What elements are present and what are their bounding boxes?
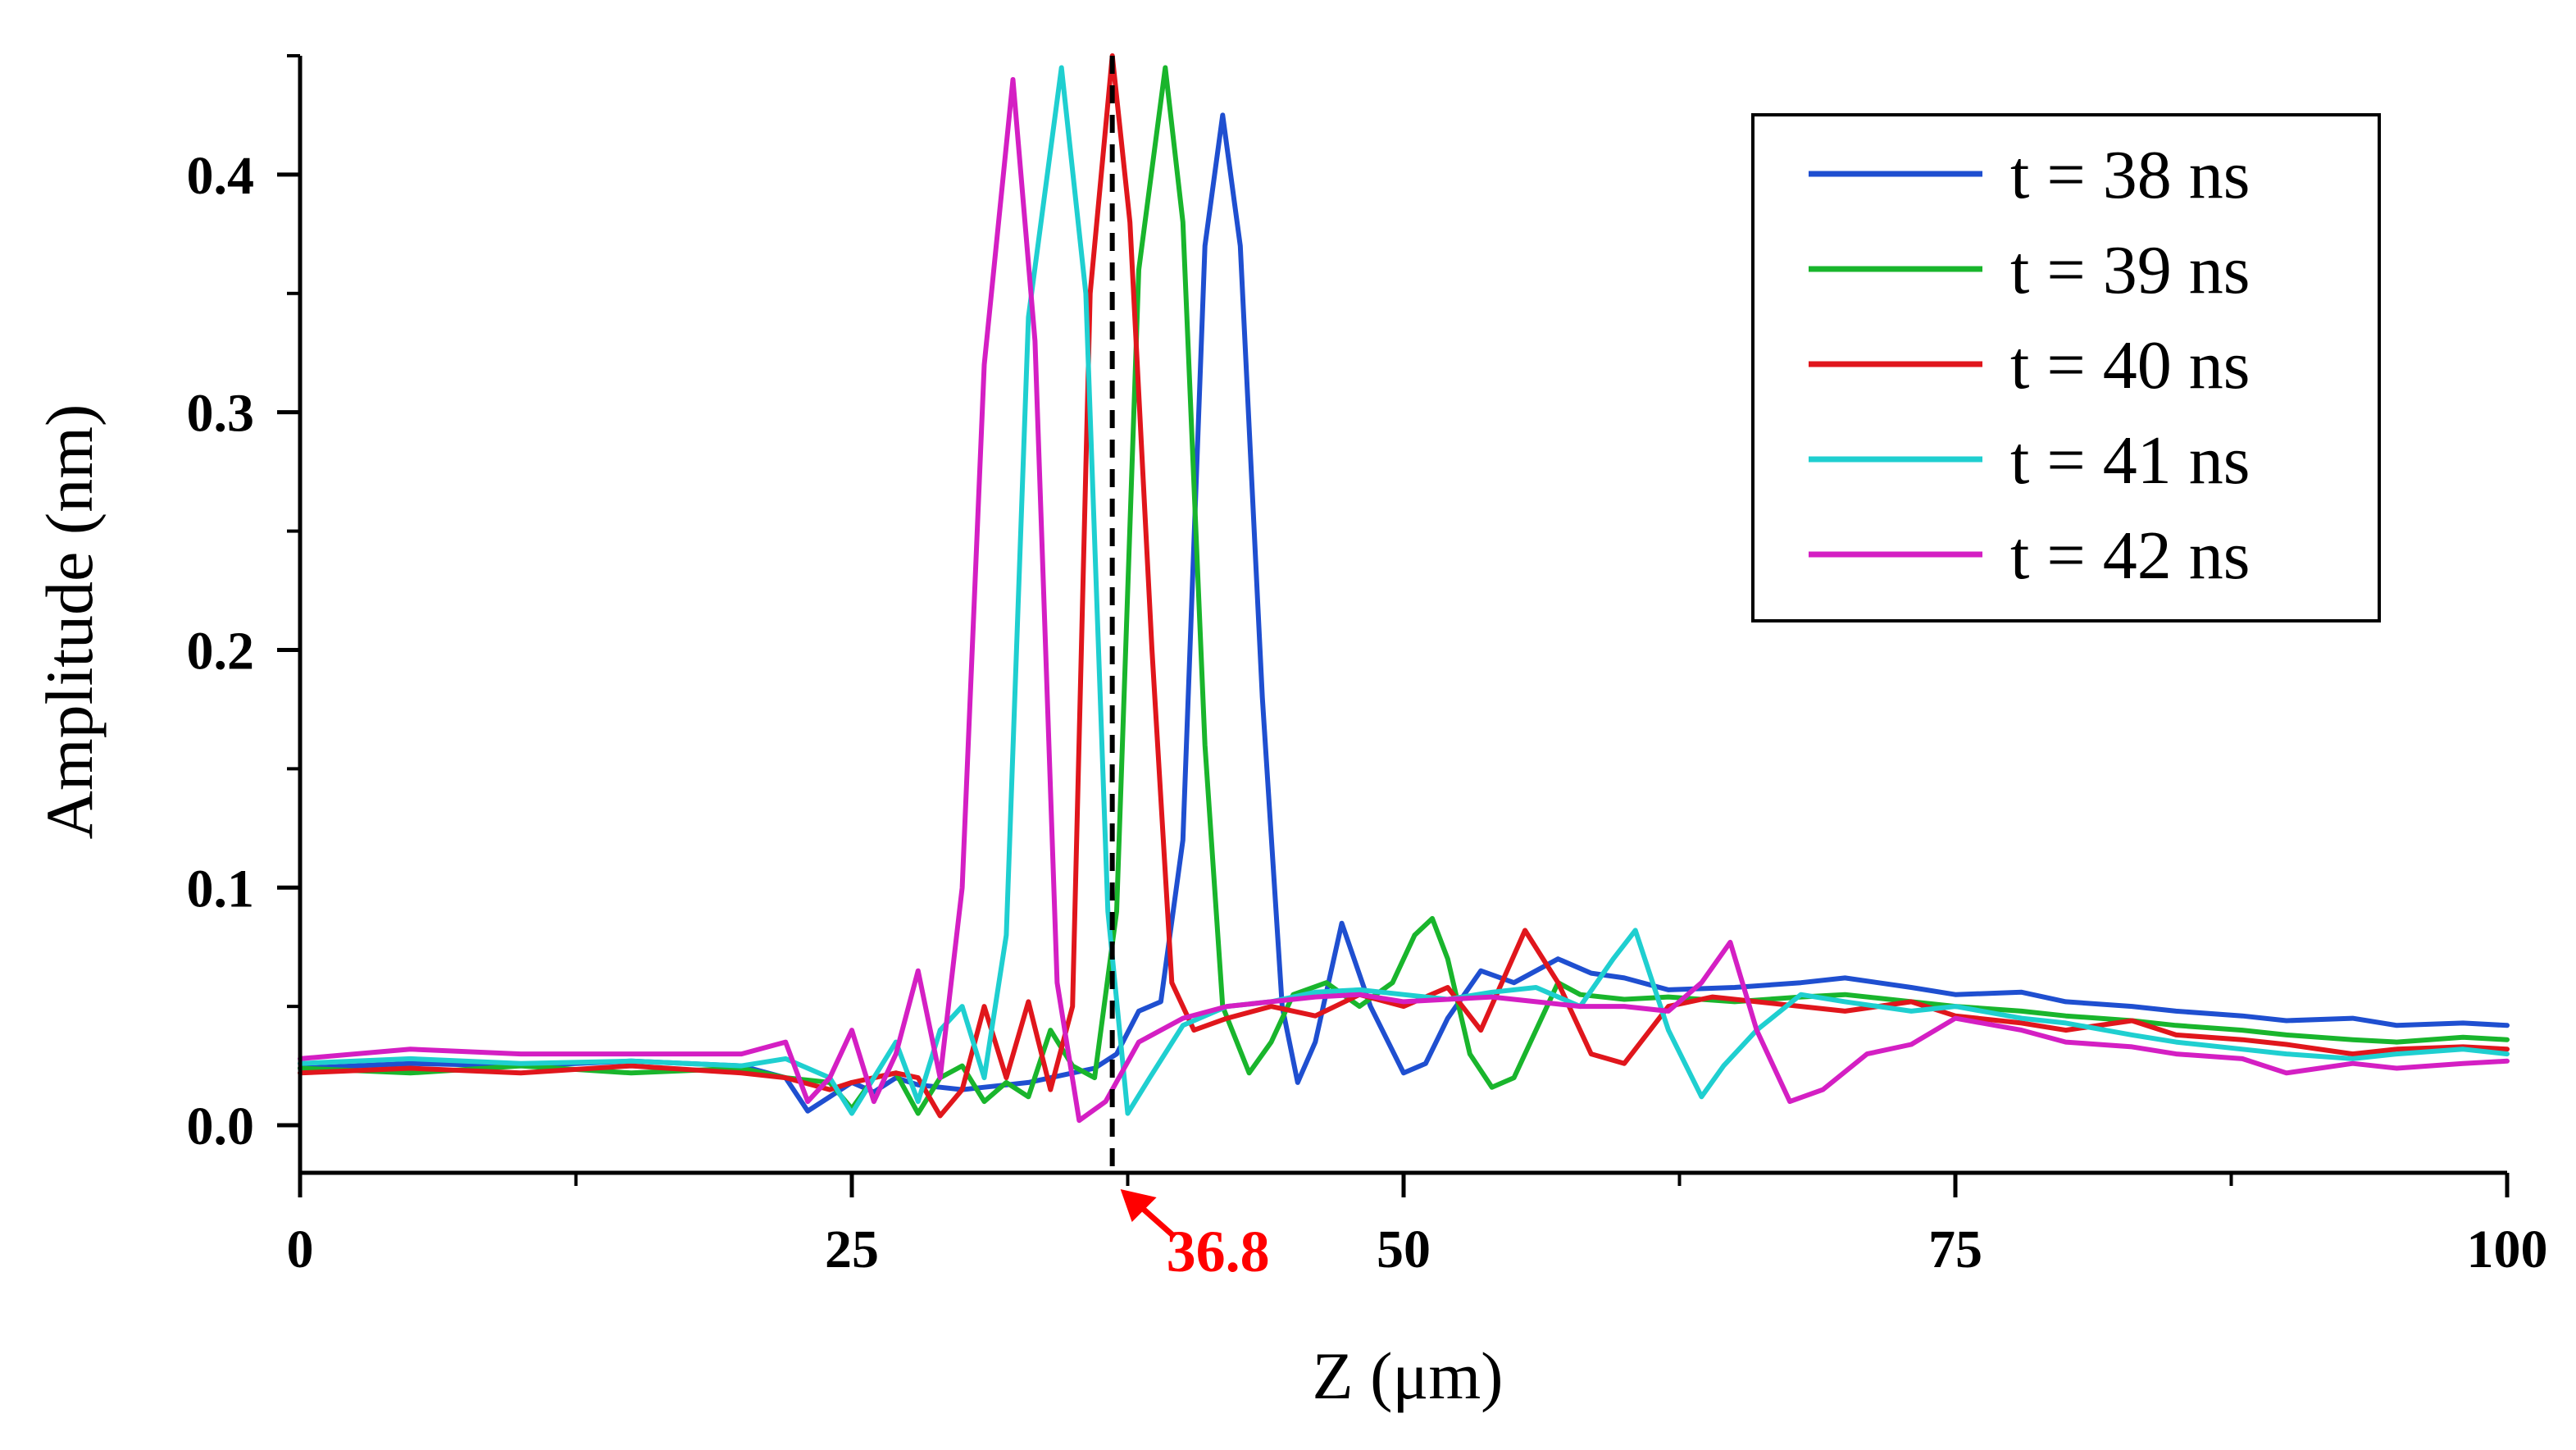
y-tick-label: 0.0 [187, 1097, 255, 1156]
series-line-4 [298, 65, 2510, 1116]
legend-items: t = 38 ns t = 39 ns t = 40 ns t = 41 ns t = … [1809, 137, 2250, 594]
x-axis-title: Z (μm) [1313, 1338, 1504, 1413]
legend-label-2: t = 39 ns [2010, 232, 2250, 308]
legend-label-1: t = 38 ns [2010, 137, 2250, 213]
y-ticks-group: 0.0 0.1 0.2 0.3 0.4 [187, 54, 300, 1156]
legend: t = 38 ns t = 39 ns t = 40 ns t = 41 ns t = … [1751, 113, 2381, 622]
annotation-arrow-head [1120, 1189, 1157, 1222]
x-tick-label: 75 [1928, 1220, 1982, 1279]
legend-label-3: t = 40 ns [2010, 327, 2250, 404]
series-line-2 [298, 65, 2510, 1116]
x-tick-label: 25 [825, 1220, 879, 1279]
y-tick-label: 0.2 [187, 621, 255, 681]
x-tick-label: 100 [2467, 1220, 2548, 1279]
legend-label-4: t = 41 ns [2010, 422, 2250, 499]
y-axis-title: Amplitude (nm) [32, 404, 107, 840]
legend-box [1751, 113, 2381, 622]
x-tick-label: 0 [287, 1220, 314, 1279]
plot-series-group [298, 53, 2510, 1124]
x-tick-label: 50 [1377, 1220, 1431, 1279]
annotation-arrow [1120, 1189, 1176, 1239]
series-line-5 [298, 77, 2510, 1124]
x-ticks-group: 0 25 50 75 100 [287, 1173, 2548, 1279]
legend-label-5: t = 42 ns [2010, 518, 2250, 594]
y-tick-label: 0.4 [187, 146, 255, 206]
annotation-label: 36.8 [1167, 1219, 1270, 1284]
y-tick-label: 0.1 [187, 859, 255, 919]
annotation-group: 36.8 [1120, 1189, 1270, 1284]
y-tick-label: 0.3 [187, 384, 255, 444]
